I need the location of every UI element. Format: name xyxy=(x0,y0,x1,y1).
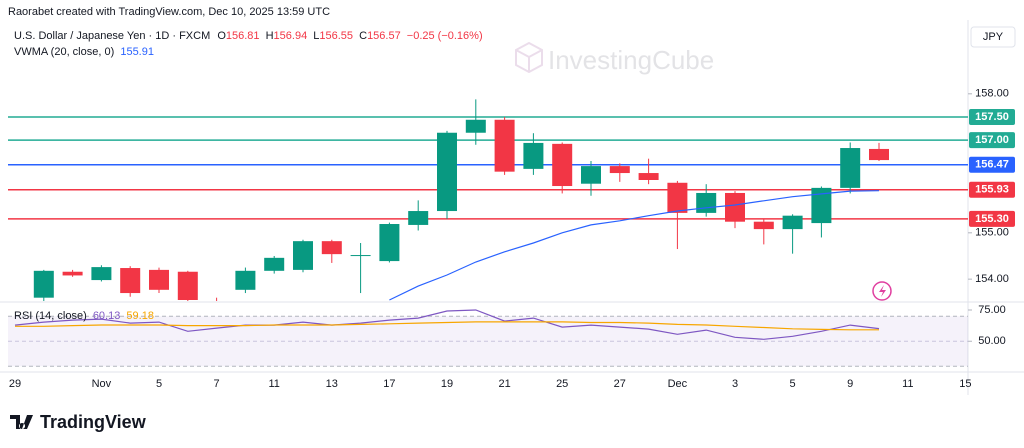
candle-body xyxy=(91,267,112,281)
level-label: 155.93 xyxy=(975,184,1009,196)
candle-body xyxy=(379,224,400,262)
symbol-line: U.S. Dollar / Japanese Yen · 1D · FXCM O… xyxy=(14,30,483,42)
ohlc-value: 156.55 xyxy=(319,30,353,42)
candle-body xyxy=(149,269,169,290)
candle-body xyxy=(696,192,717,213)
candle-body xyxy=(264,257,285,271)
x-tick-label: 5 xyxy=(156,378,162,390)
x-tick-label: 3 xyxy=(732,378,738,390)
level-label-box xyxy=(969,181,1015,198)
series-line xyxy=(389,190,880,301)
candle-body xyxy=(62,271,83,276)
candle-body xyxy=(869,148,889,161)
brand: TradingView xyxy=(40,412,147,432)
candle-body xyxy=(321,241,342,255)
candle-body xyxy=(120,268,141,294)
candle-body xyxy=(581,166,601,184)
y-tick-label: 75.00 xyxy=(978,304,1006,316)
x-tick-label: 7 xyxy=(214,378,220,390)
x-tick-label: 15 xyxy=(959,378,971,390)
footer-logo: TradingView xyxy=(10,412,147,432)
candle-body xyxy=(293,241,313,270)
credit: Raorabet created with TradingView.com, D… xyxy=(8,6,330,18)
vwma-legend: VWMA (20, close, 0) 155.91 xyxy=(14,46,154,58)
vwma-name: VWMA (20, close, 0) xyxy=(14,46,114,58)
candle-body xyxy=(811,187,832,224)
x-tick-label: 21 xyxy=(498,378,510,390)
rsi-pane xyxy=(8,309,968,367)
rsi-legend: RSI (14, close) 60.13 59.18 xyxy=(14,310,154,322)
level-label-box xyxy=(969,108,1015,125)
x-tick-label: 27 xyxy=(614,378,626,390)
x-tick-label: 17 xyxy=(383,378,395,390)
x-tick-label: Dec xyxy=(668,378,688,390)
x-tick-label: 5 xyxy=(790,378,796,390)
y-tick-label: 50.00 xyxy=(978,335,1006,347)
candle-body xyxy=(494,119,515,172)
candle-body xyxy=(523,142,544,169)
candle-body xyxy=(667,182,688,213)
watermark: InvestingCube xyxy=(515,41,714,75)
candle-body xyxy=(753,221,774,230)
candle-body xyxy=(350,255,371,257)
candle-body xyxy=(33,270,54,298)
x-tick-label: 13 xyxy=(326,378,338,390)
ohlc-key: O xyxy=(217,30,226,42)
ohlc-key: H xyxy=(266,30,274,42)
vwma-value: 155.91 xyxy=(120,46,154,58)
x-tick-label: 19 xyxy=(441,378,453,390)
x-tick-label: 29 xyxy=(9,378,21,390)
series-line xyxy=(15,321,879,331)
rsi-value: 60.13 xyxy=(93,310,121,322)
y-tick-label: 155.00 xyxy=(975,227,1009,239)
price-pane xyxy=(8,99,968,301)
currency-box[interactable] xyxy=(970,26,1016,48)
x-tick-label: 25 xyxy=(556,378,568,390)
level-label: 157.50 xyxy=(975,111,1009,123)
candle-body xyxy=(638,173,659,180)
level-label-box xyxy=(969,132,1015,149)
y-tick-label: 154.00 xyxy=(975,273,1009,285)
ohlc-key: L xyxy=(313,30,319,42)
x-tick-label: 11 xyxy=(902,378,913,390)
alert-icon[interactable] xyxy=(872,281,892,301)
currency[interactable]: JPY xyxy=(983,31,1004,43)
change: −0.25 (−0.16%) xyxy=(407,30,483,42)
x-tick-label: 9 xyxy=(847,378,853,390)
y-tick-label: 158.00 xyxy=(975,88,1009,100)
candle-body xyxy=(609,166,630,174)
rsi-title: RSI (14, close) xyxy=(14,310,87,322)
axes: 158.00 155.00 154.00 29 Nov 5 7 11 13 17 19 21 25 27 D… xyxy=(9,88,1015,390)
level-label: 155.30 xyxy=(975,213,1009,225)
symbol: U.S. Dollar / Japanese Yen · 1D · FXCM xyxy=(14,30,210,42)
watermark-text: InvestingCube xyxy=(548,45,714,75)
candle-body xyxy=(437,132,457,212)
ohlc-value: 156.81 xyxy=(226,30,260,42)
candle-body xyxy=(177,271,198,300)
candle-body xyxy=(782,215,803,230)
candle-body xyxy=(235,270,256,290)
level-label-box xyxy=(969,210,1015,227)
series-line xyxy=(14,309,880,340)
candle-body xyxy=(408,211,429,225)
candle-body xyxy=(465,119,486,133)
x-tick-label: 11 xyxy=(268,378,279,390)
candle-body xyxy=(840,148,861,188)
level-label-box xyxy=(969,156,1015,173)
ohlc-value: 156.94 xyxy=(274,30,308,42)
level-label: 157.00 xyxy=(975,134,1009,146)
ohlc-key: C xyxy=(359,30,367,42)
level-label: 156.47 xyxy=(975,159,1009,171)
rsi-ma-value: 59.18 xyxy=(126,310,154,322)
x-tick-label: Nov xyxy=(92,378,112,390)
candle-body xyxy=(725,192,745,222)
ohlc-value: 156.57 xyxy=(367,30,401,42)
candle-body xyxy=(552,143,573,187)
